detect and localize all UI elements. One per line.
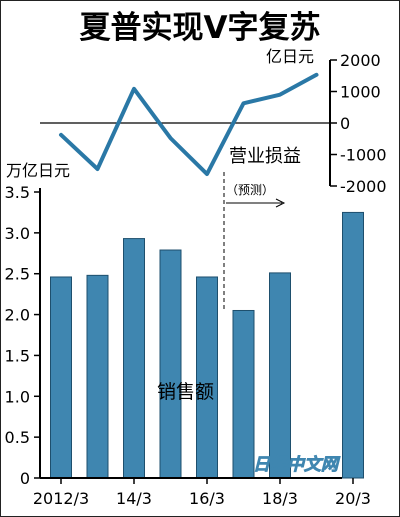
line-y-tick-label-3: -1000 xyxy=(340,146,387,165)
line-y-tick-label-1: 1000 xyxy=(340,83,381,102)
sales-bar-2014/3 xyxy=(123,238,145,479)
bar-y-tick-label-5: 1.0 xyxy=(5,387,30,406)
line-unit-label: 亿日元 xyxy=(266,47,314,66)
operating-profit-line xyxy=(59,72,319,177)
line-y-tick-label-0: 2000 xyxy=(340,51,381,70)
bar-y-ticks: 3.5 3.0 2.5 2.0 1.5 1.0 0.5 0 xyxy=(5,183,40,488)
bar-y-tick-label-0: 3.5 xyxy=(5,183,30,202)
bar-series-label: 销售额 xyxy=(157,381,214,403)
bar-y-tick-label-4: 1.5 xyxy=(5,346,30,365)
bar-x-tick-label-1: 14/3 xyxy=(116,489,152,508)
bar-x-tick-label-2: 16/3 xyxy=(189,489,225,508)
sales-bars xyxy=(50,211,364,479)
bar-x-ticks: 2012/3 14/3 16/3 18/3 20/3 xyxy=(33,478,371,508)
sales-bar-2012/3 xyxy=(50,276,72,479)
line-series-label: 营业损益 xyxy=(229,146,301,167)
sales-bar-2013/3 xyxy=(86,274,109,479)
watermark: 日经中文网 xyxy=(253,455,341,475)
sales-bar-2017/3 xyxy=(232,309,255,479)
bar-y-tick-label-3: 2.0 xyxy=(5,306,30,325)
bar-x-tick-label-4: 20/3 xyxy=(335,489,371,508)
sales-bar-2020/3 xyxy=(342,211,364,479)
bar-y-tick-label-6: 0.5 xyxy=(5,428,30,447)
sales-bar-2015/3 xyxy=(159,249,182,479)
forecast-arrow xyxy=(226,198,286,208)
chart-title: 夏普实现V字复苏 xyxy=(80,10,321,46)
line-y-tick-label-4: -2000 xyxy=(340,177,387,196)
bar-y-tick-label-2: 2.5 xyxy=(5,265,30,284)
bar-y-tick-label-1: 3.0 xyxy=(5,224,30,243)
bar-y-tick-label-7: 0 xyxy=(20,469,30,488)
bar-x-tick-label-0: 2012/3 xyxy=(33,489,89,508)
bar-unit-label: 万亿日元 xyxy=(6,161,70,180)
forecast-label: （预测） xyxy=(226,183,274,197)
operating-profit-points xyxy=(60,74,317,175)
bar-x-tick-label-3: 18/3 xyxy=(262,489,298,508)
sales-bar-2016/3 xyxy=(196,276,218,479)
sales-bar-2018/3 xyxy=(269,272,291,479)
line-y-ticks: 2000 1000 0 -1000 -2000 xyxy=(330,51,387,196)
line-y-tick-label-2: 0 xyxy=(340,114,350,133)
